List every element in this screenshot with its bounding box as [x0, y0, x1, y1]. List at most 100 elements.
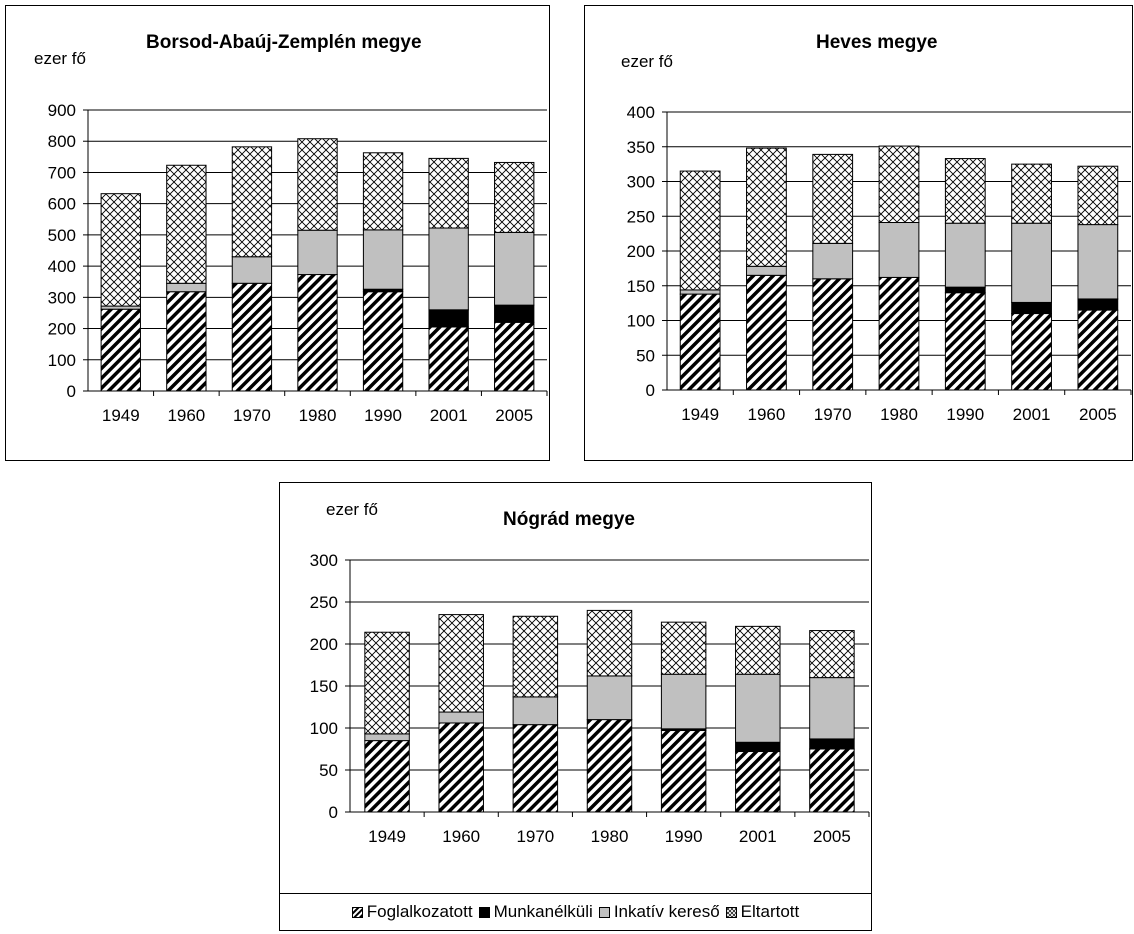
bar-segment-foglalkozatott: [297, 274, 338, 392]
x-tick-label: 1949: [681, 405, 719, 424]
bar-segment-foglalkozatott: [809, 748, 855, 813]
bar-segment-foglalkozatott: [944, 292, 986, 391]
y-unit-label: ezer fő: [34, 49, 86, 68]
y-tick-label: 150: [627, 277, 655, 296]
x-tick-label: 2001: [1013, 405, 1051, 424]
bar-segment-inaktiv: [812, 242, 854, 280]
legend-label: Eltartott: [740, 902, 800, 921]
y-tick-label: 50: [636, 346, 655, 365]
bar-segment-inaktiv: [362, 229, 404, 290]
bar-segment-eltartott: [944, 158, 986, 224]
x-tick-label: 1990: [946, 405, 984, 424]
bar-segment-eltartott: [586, 609, 633, 677]
x-tick-label: 1970: [233, 406, 271, 425]
bar-segment-foglalkozatott: [660, 730, 707, 813]
bar-chart: 0 50 100 150 200 250 300 1949 1960 1970 1980 1990 20…: [310, 551, 870, 846]
bar-segment-foglalkozatott: [586, 719, 633, 813]
legend-item-eltartott: Eltartott: [725, 902, 800, 922]
bar-segment-foglalkozatott: [166, 291, 207, 392]
bar-segment-eltartott: [231, 146, 273, 258]
bar-segment-eltartott: [512, 615, 559, 698]
x-tick-label: 2005: [495, 406, 533, 425]
bar-segment-eltartott: [166, 164, 207, 284]
bar-segment-eltartott: [660, 621, 707, 675]
x-tick-label: 1960: [167, 406, 205, 425]
bar-segment-eltartott: [812, 153, 854, 244]
y-tick-label: 400: [48, 257, 76, 276]
bar-segment-foglalkozatott: [512, 724, 559, 813]
y-tick-label: 100: [627, 312, 655, 331]
bar-segment-inaktiv: [586, 675, 633, 721]
legend-label: Munkanélküli: [493, 902, 593, 921]
bar-segment-inaktiv: [494, 231, 535, 306]
y-tick-label: 300: [627, 173, 655, 192]
x-tick-label: 1980: [591, 827, 629, 846]
x-tick-label: 1970: [814, 405, 852, 424]
bar-segment-foglalkozatott: [1077, 309, 1119, 391]
bar-segment-inaktiv: [512, 696, 559, 726]
bar-segment-munkanelkuli: [1011, 301, 1052, 315]
bar-segment-eltartott: [735, 625, 781, 675]
x-tick-label: 1949: [368, 827, 406, 846]
bar-segment-eltartott: [746, 147, 787, 267]
bar-segment-eltartott: [297, 138, 338, 231]
x-tick-label: 1990: [364, 406, 402, 425]
bar-segment-eltartott: [494, 161, 535, 233]
bar-segment-munkanelkuli: [735, 741, 781, 753]
chart-panel-nograd: Nógrád megye ezer fő 0 50 100 150 200 250 300 1…: [279, 482, 872, 931]
bar-segment-foglalkozatott: [100, 308, 141, 392]
chart-title: Heves megye: [816, 32, 938, 53]
y-tick-label: 250: [627, 207, 655, 226]
x-tick-label: 1970: [516, 827, 554, 846]
y-tick-label: 900: [48, 101, 76, 120]
x-tick-label: 1960: [442, 827, 480, 846]
bar-segment-inaktiv: [660, 673, 707, 730]
x-tick-label: 1980: [299, 406, 337, 425]
bar-segment-eltartott: [1077, 165, 1119, 226]
bar-segment-inaktiv: [944, 222, 986, 288]
legend-item-munkanelkuli: Munkanélküli: [478, 902, 593, 922]
bar-segment-foglalkozatott: [438, 722, 484, 813]
bar-segment-inaktiv: [746, 265, 787, 276]
y-tick-label: 400: [627, 103, 655, 122]
bar-segment-munkanelkuli: [809, 738, 855, 750]
x-tick-label: 1990: [665, 827, 703, 846]
bar-segment-inaktiv: [428, 227, 469, 311]
bar-segment-foglalkozatott: [428, 326, 469, 392]
y-tick-label: 200: [627, 242, 655, 261]
bar-segment-eltartott: [679, 170, 721, 291]
x-tick-label: 2001: [739, 827, 777, 846]
bar-segment-foglalkozatott: [231, 282, 273, 392]
bar-segment-inaktiv: [438, 711, 484, 724]
y-tick-label: 200: [48, 320, 76, 339]
y-tick-label: 100: [310, 719, 338, 738]
bar-segment-eltartott: [809, 630, 855, 679]
y-tick-label: 0: [646, 381, 655, 400]
bar-segment-foglalkozatott: [679, 293, 721, 391]
black-swatch-icon: [478, 906, 490, 918]
legend-item-inaktiv: Inkatív kereső: [598, 902, 720, 922]
bar-segment-inaktiv: [1011, 222, 1052, 303]
bar-segment-foglalkozatott: [878, 276, 920, 391]
bar-segment-eltartott: [100, 193, 141, 307]
y-tick-label: 150: [310, 677, 338, 696]
x-tick-label: 2005: [1079, 405, 1117, 424]
bar-segment-eltartott: [878, 145, 920, 224]
bar-segment-foglalkozatott: [362, 291, 404, 392]
x-tick-label: 1949: [102, 406, 140, 425]
bar-segment-eltartott: [362, 152, 404, 231]
legend-item-foglalkozatott: Foglalkozatott: [351, 902, 473, 922]
bar-segment-foglalkozatott: [746, 274, 787, 391]
bar-chart: 0 100 200 300 400 500 600 700 800 900 1949 1960 1970…: [48, 101, 548, 425]
bar-segment-foglalkozatott: [494, 321, 535, 392]
bar-segment-inaktiv: [297, 229, 338, 276]
chart-title: Borsod-Abaúj-Zemplén megye: [146, 32, 422, 53]
y-tick-label: 50: [319, 761, 338, 780]
y-tick-label: 250: [310, 593, 338, 612]
hatched-swatch-icon: [351, 906, 363, 918]
y-tick-label: 0: [329, 803, 338, 822]
bar-segment-munkanelkuli: [428, 309, 469, 328]
y-tick-label: 500: [48, 226, 76, 245]
bar-segment-inaktiv: [679, 289, 721, 295]
bar-chart: 0 50 100 150 200 250 300 350 400 1949 1960 1970 1980…: [627, 103, 1132, 424]
